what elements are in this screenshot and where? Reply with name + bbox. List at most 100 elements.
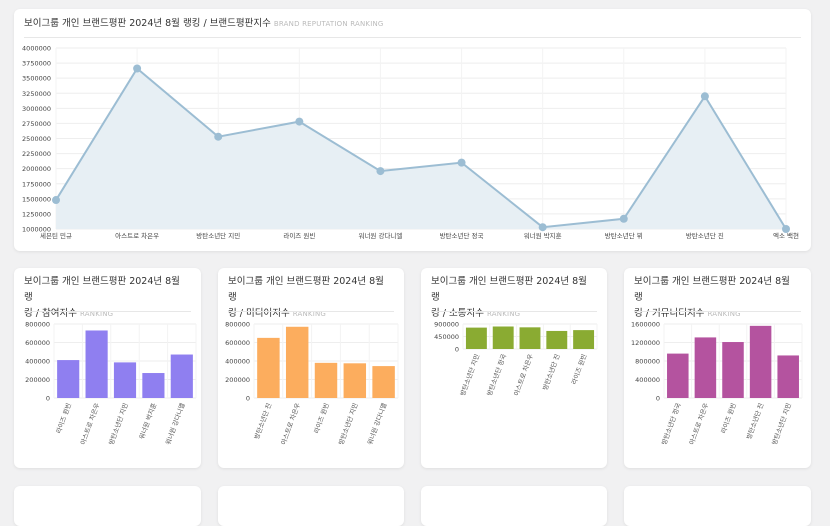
next-row-card-2	[218, 486, 404, 526]
communication-chart-title: 보이그룹 개인 브랜드평판 2024년 8월 랭 킹 / 소통지수 RANKIN…	[431, 274, 597, 322]
x-tick-label: 방탄소년단 진	[540, 353, 561, 392]
bar	[492, 326, 514, 349]
communication-bar-chart: 0 450000 900000 방탄소년단 지민 방탄소년단 정국 아스트로 차은우 방탄소…	[434, 321, 598, 397]
data-point	[619, 214, 628, 223]
x-tick-label: 방탄소년단 지민	[458, 353, 481, 397]
x-tick-label: 라이즈 원빈	[311, 402, 330, 435]
data-point	[52, 196, 60, 205]
participation-chart-title: 보이그룹 개인 브랜드평판 2024년 8월 랭 킹 / 참여지수 RANKIN…	[24, 274, 191, 322]
communication-chart-divider	[431, 311, 597, 312]
participation-chart-title-line2: 킹 / 참여지수	[24, 308, 77, 319]
x-tick-label: 방탄소년단 정국	[440, 231, 484, 240]
x-tick-label: 방탄소년단 지민	[336, 402, 359, 446]
y-tick-label: 3500000	[22, 75, 51, 83]
y-tick-label: 4000000	[22, 45, 51, 53]
y-tick-label: 1750000	[22, 180, 51, 188]
bar	[519, 327, 541, 349]
media-chart-title: 보이그룹 개인 브랜드평판 2024년 8월 랭 킹 / 미디어지수 RANKI…	[228, 274, 394, 322]
x-tick-label: 방탄소년단 진	[686, 231, 724, 240]
bar	[257, 337, 280, 398]
community-chart-title: 보이그룹 개인 브랜드평판 2024년 8월 랭 킹 / 커뮤니티지수 RANK…	[634, 274, 801, 322]
community-chart-title-line1: 보이그룹 개인 브랜드평판 2024년 8월 랭	[634, 276, 790, 303]
y-tick-label: 600000	[25, 339, 50, 347]
bar	[667, 353, 689, 398]
data-point	[376, 167, 385, 176]
participation-chart-divider	[24, 311, 191, 312]
bar	[85, 330, 108, 398]
x-tick-label: 아스트로 차은우	[78, 402, 101, 446]
bar	[777, 355, 799, 398]
bar	[142, 373, 165, 398]
main-chart-card: 보이그룹 개인 브랜드평판 2024년 8월 랭킹 / 브랜드평판지수 BRAN…	[14, 9, 811, 251]
series-line	[55, 67, 787, 230]
x-tick-label: 라이즈 원빈	[54, 402, 73, 435]
x-tick-label: 아스트로 차은우	[115, 231, 159, 240]
bar	[546, 330, 568, 349]
y-tick-label: 800000	[225, 321, 250, 329]
x-tick-label: 워너원 강다니엘	[358, 231, 402, 240]
media-chart-divider	[228, 311, 394, 312]
x-tick-label: 라이즈 원빈	[569, 353, 588, 386]
y-tick-label: 200000	[225, 376, 250, 384]
y-tick-label: 2250000	[22, 150, 51, 158]
y-tick-label: 400000	[225, 358, 250, 366]
y-tick-label: 450000	[434, 333, 459, 341]
y-tick-label: 1200000	[631, 339, 660, 347]
y-tick-label: 400000	[25, 358, 50, 366]
bar	[465, 327, 487, 349]
community-chart-divider	[634, 311, 801, 312]
y-tick-label: 0	[246, 395, 250, 403]
bar	[170, 354, 193, 398]
data-point	[457, 158, 466, 167]
bar	[343, 363, 367, 398]
y-tick-label: 0	[46, 395, 50, 403]
x-tick-label: 워너원 강다니엘	[163, 402, 186, 446]
x-tick-label: 세븐틴 민규	[40, 231, 72, 240]
y-tick-label: 800000	[25, 321, 50, 329]
y-tick-label: 600000	[225, 339, 250, 347]
area-fill	[56, 68, 786, 229]
y-tick-label: 800000	[635, 358, 660, 366]
communication-chart-title-line2: 킹 / 소통지수	[431, 308, 484, 319]
data-point	[133, 64, 142, 73]
data-point	[700, 92, 709, 101]
x-tick-label: 방탄소년단 진	[744, 402, 765, 441]
y-tick-label: 400000	[635, 376, 660, 384]
x-tick-label: 방탄소년단 뷔	[605, 231, 643, 240]
bar	[372, 366, 395, 398]
participation-bar-chart: 0 200000 400000 600000 800000 라이즈 원빈 아스트로 차은우 방…	[25, 321, 197, 446]
community-chart-subtitle: RANKING	[707, 310, 741, 318]
community-chart-title-line2: 킹 / 커뮤니티지수	[634, 308, 705, 319]
next-row-card-1	[14, 486, 201, 526]
y-tick-label: 1600000	[631, 321, 660, 329]
x-tick-label: 방탄소년단 진	[252, 402, 273, 441]
next-row-card-4	[624, 486, 811, 526]
communication-chart-title-line1: 보이그룹 개인 브랜드평판 2024년 8월 랭	[431, 276, 587, 303]
x-tick-label: 방탄소년단 지민	[106, 402, 129, 446]
community-bar-chart: 0 400000 800000 1200000 1600000 방탄소년단 정국 아스트로 …	[631, 321, 803, 446]
y-tick-label: 1500000	[22, 195, 51, 203]
y-tick-label: 2000000	[22, 165, 51, 173]
data-point	[295, 117, 304, 126]
y-tick-label: 3750000	[22, 60, 51, 68]
media-chart-subtitle: RANKING	[292, 310, 327, 318]
bar	[57, 360, 80, 398]
media-chart-title-line2: 킹 / 미디어지수	[228, 308, 290, 319]
x-tick-label: 방탄소년단 지민	[770, 402, 793, 446]
main-area-chart: 1000000 1250000 1500000 1750000 2000000 22500…	[22, 45, 799, 241]
y-tick-label: 0	[656, 395, 660, 403]
main-chart-subtitle: BRAND REPUTATION RANKING	[273, 20, 384, 28]
y-tick-label: 0	[455, 346, 459, 354]
bar	[694, 337, 717, 398]
y-tick-label: 900000	[434, 321, 459, 329]
y-tick-label: 1250000	[22, 210, 51, 218]
communication-chart-subtitle: RANKING	[486, 310, 521, 318]
media-chart-card: 보이그룹 개인 브랜드평판 2024년 8월 랭 킹 / 미디어지수 RANKI…	[218, 268, 404, 468]
x-tick-label: 아스트로 차은우	[511, 353, 534, 397]
y-tick-label: 3000000	[22, 105, 51, 113]
communication-chart-card: 보이그룹 개인 브랜드평판 2024년 8월 랭 킹 / 소통지수 RANKIN…	[421, 268, 607, 468]
data-point	[782, 225, 790, 233]
x-tick-label: 워너원 박지훈	[137, 402, 158, 441]
bar	[285, 326, 309, 398]
main-chart-title: 보이그룹 개인 브랜드평판 2024년 8월 랭킹 / 브랜드평판지수 BRAN…	[24, 16, 801, 32]
